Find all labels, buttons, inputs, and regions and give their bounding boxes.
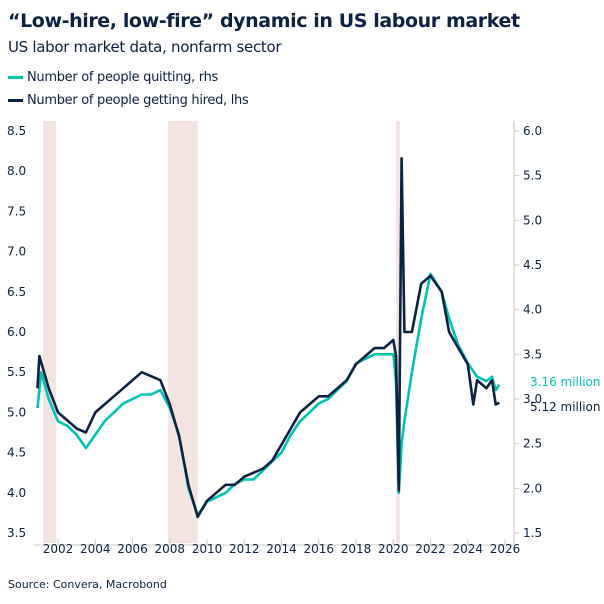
end-label-hires: 5.12 million: [530, 400, 601, 414]
recession-band: [43, 121, 57, 543]
series-line-hires: [36, 157, 500, 519]
left-axis-tick-label: 3.5: [7, 526, 26, 540]
x-axis-tick-label: 2012: [229, 542, 260, 556]
left-axis-tick-label: 7.5: [7, 204, 26, 218]
left-axis-tick-label: 8.0: [7, 164, 26, 178]
x-axis-tick-label: 2004: [80, 542, 111, 556]
series-line-quits: [36, 272, 501, 517]
left-axis-tick-label: 4.5: [7, 446, 26, 460]
x-axis-tick-label: 2002: [43, 542, 74, 556]
left-axis-tick-label: 7.0: [7, 245, 26, 259]
right-axis-tick-label: 2.5: [523, 437, 542, 451]
right-axis-tick-label: 4.5: [523, 258, 542, 272]
right-axis-tick-label: 5.0: [523, 213, 542, 227]
chart-title: “Low-hire, low-fire” dynamic in US labou…: [8, 10, 520, 32]
right-axis-tick-label: 1.5: [523, 526, 542, 540]
x-axis-tick-label: 2006: [117, 542, 148, 556]
right-axis-tick-label: 3.0: [523, 392, 542, 406]
chart-subtitle: US labor market data, nonfarm sector: [8, 38, 282, 56]
right-axis-tick-label: 6.0: [523, 124, 542, 138]
recession-band: [167, 121, 198, 543]
left-axis-tick-label: 5.0: [7, 405, 26, 419]
left-axis-tick-label: 4.0: [7, 486, 26, 500]
x-axis-tick-label: 2022: [415, 542, 446, 556]
x-axis-tick-label: 2014: [266, 542, 297, 556]
left-axis-tick-label: 8.5: [7, 124, 26, 138]
right-axis-tick-label: 2.0: [523, 481, 542, 495]
legend-item-hires: Number of people getting hired, lhs: [8, 93, 249, 108]
x-axis-tick-label: 2024: [452, 542, 483, 556]
x-axis-tick-label: 2010: [192, 542, 223, 556]
legend-label: Number of people getting hired, lhs: [27, 93, 249, 108]
x-axis-tick-label: 2008: [154, 542, 185, 556]
x-axis-tick-label: 2020: [378, 542, 409, 556]
x-axis-tick-label: 2026: [490, 542, 521, 556]
x-axis-tick-label: 2018: [341, 542, 372, 556]
x-axis-tick-label: 2016: [303, 542, 334, 556]
legend-item-quits: Number of people quitting, rhs: [8, 70, 218, 85]
end-label-quits: 3.16 million: [530, 375, 601, 389]
left-axis-tick-label: 6.0: [7, 325, 26, 339]
recession-band: [396, 121, 400, 543]
legend-swatch: [8, 99, 23, 102]
source-note: Source: Convera, Macrobond: [8, 578, 167, 591]
legend-label: Number of people quitting, rhs: [27, 70, 219, 85]
right-axis-tick-label: 4.0: [523, 303, 542, 317]
right-axis-tick-label: 3.5: [523, 347, 542, 361]
right-axis-tick-label: 5.5: [523, 169, 542, 183]
left-axis-tick-label: 6.5: [7, 285, 26, 299]
left-axis-tick-label: 5.5: [7, 365, 26, 379]
legend-swatch: [8, 76, 23, 79]
